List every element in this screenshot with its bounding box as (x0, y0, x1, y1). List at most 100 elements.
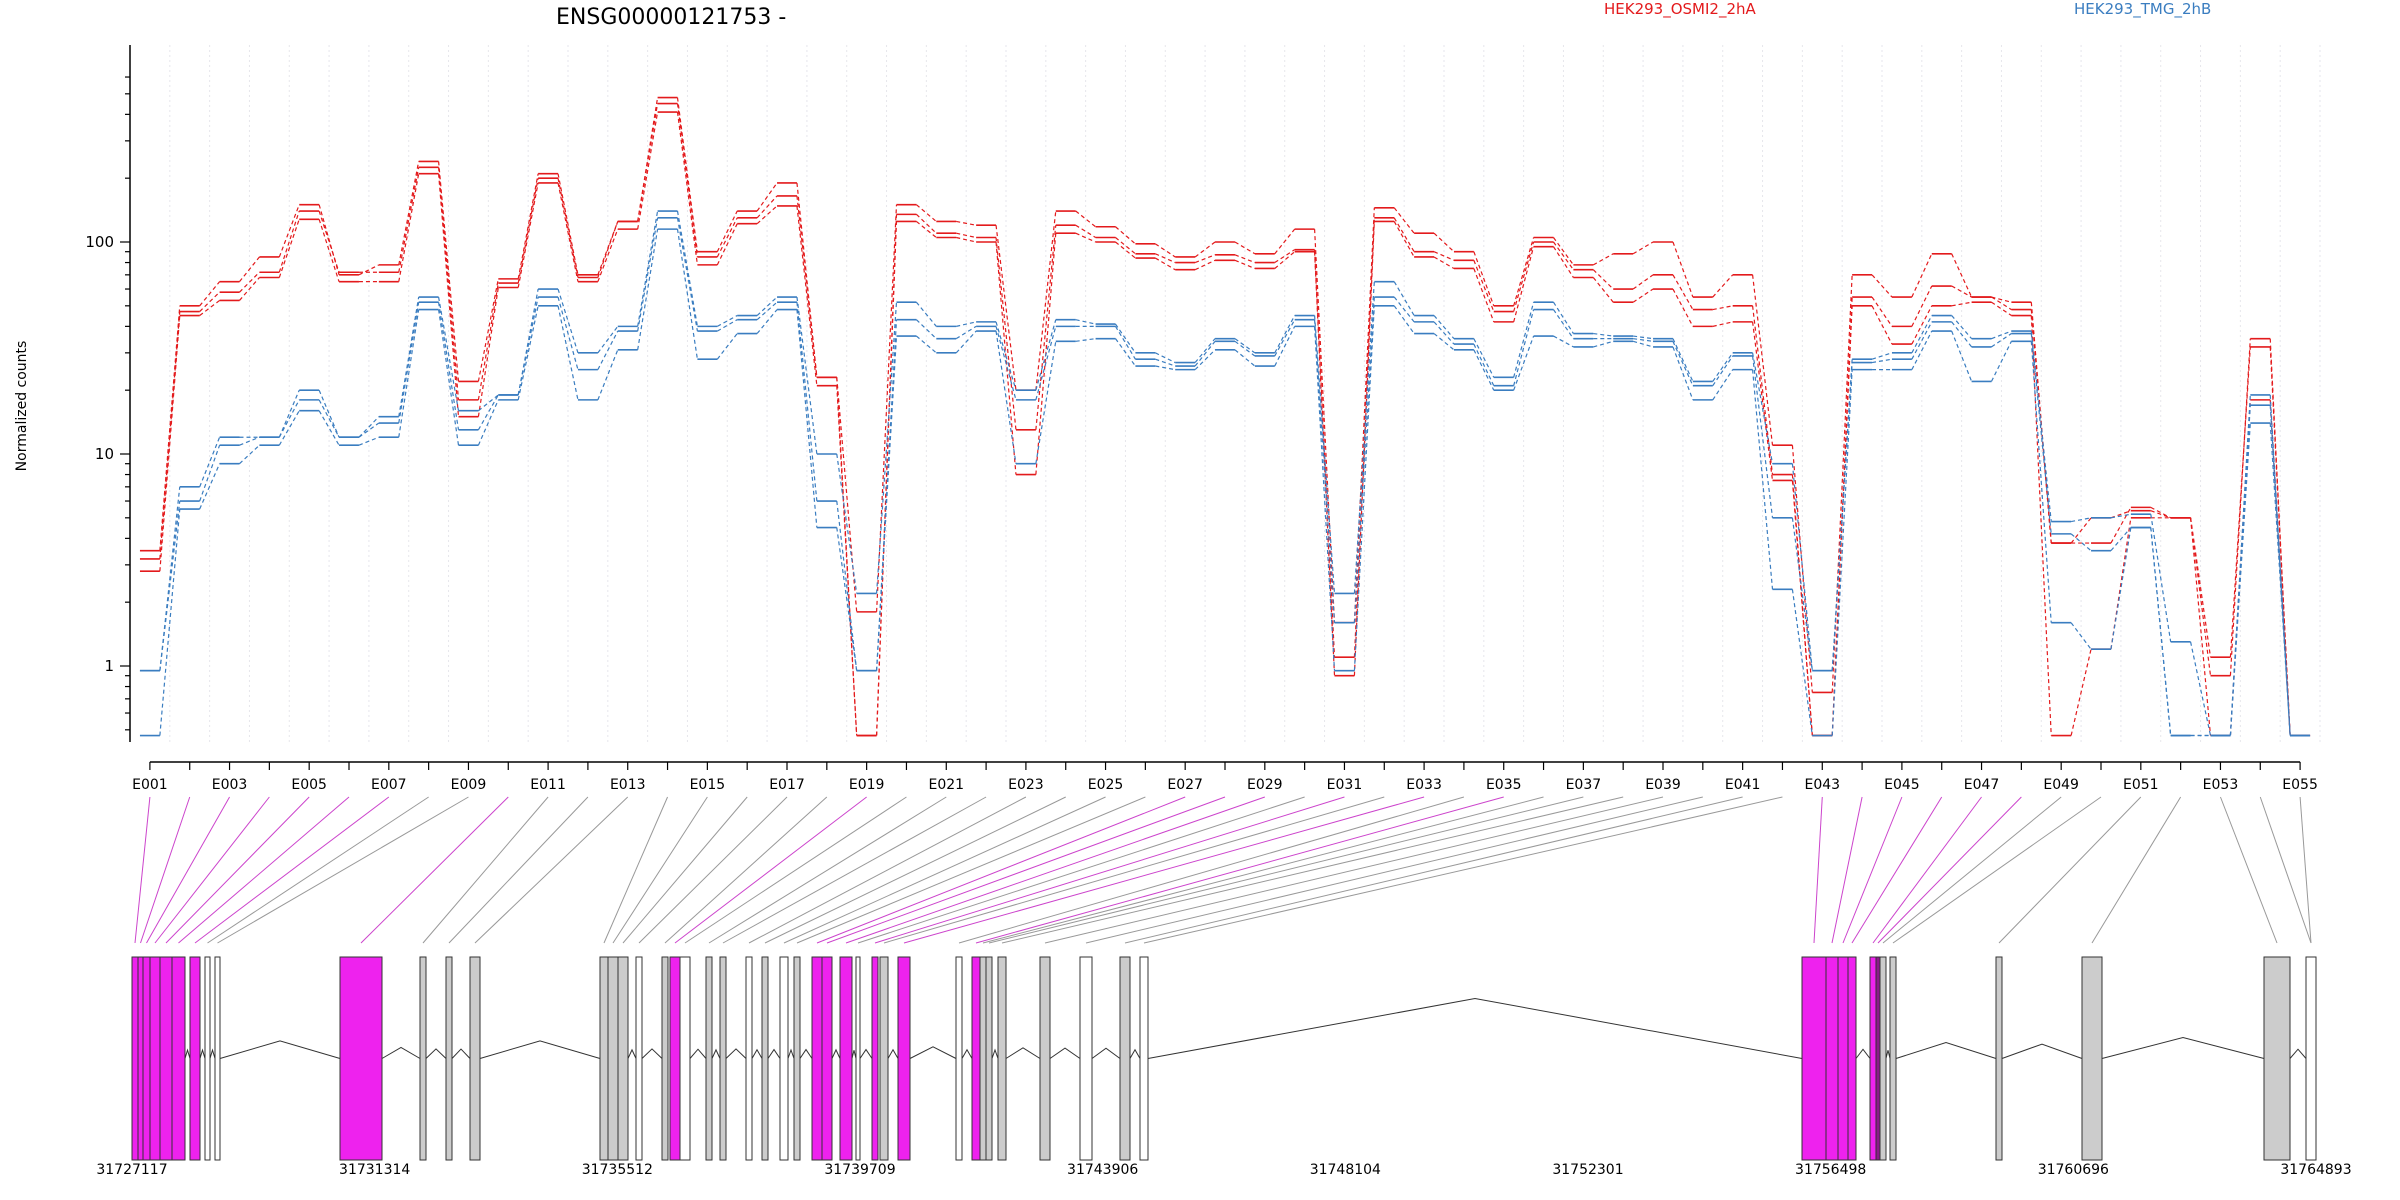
intron (1005, 1047, 1041, 1059)
exon-box (985, 956, 993, 1161)
series-connector (1513, 237, 1535, 306)
series-connector (2229, 405, 2251, 736)
exon-connector (140, 796, 191, 944)
exon-box (189, 956, 201, 1161)
exon-box (1879, 956, 1887, 1161)
exon-connector (1842, 796, 1903, 944)
series-connector (756, 296, 778, 316)
exon-box (1801, 956, 1827, 1161)
exon-tick-label: E047 (1964, 777, 2000, 793)
series-connector (1951, 285, 1972, 298)
exon-box (971, 956, 981, 1161)
exon-connector (708, 796, 947, 944)
exon-box (793, 956, 801, 1161)
exon-box (705, 956, 713, 1161)
genomic-tick-label: 31764893 (2280, 1162, 2351, 1178)
series-connector (1751, 305, 1774, 475)
exon-connector (1831, 796, 1863, 944)
series-connector (1672, 288, 1694, 327)
exon-box (761, 956, 769, 1161)
series-connector (597, 349, 619, 401)
series-connector (796, 205, 818, 386)
genomic-tick-label: 31748104 (1310, 1162, 1381, 1178)
series-connector (1871, 274, 1893, 298)
series-connector (1234, 349, 1256, 367)
exon-box (137, 956, 144, 1161)
series-connector (1871, 352, 1893, 360)
series-connector (1393, 207, 1415, 234)
series-connector (717, 314, 738, 327)
series-connector (477, 287, 499, 417)
exon-box (879, 956, 889, 1161)
series-connector (2071, 517, 2092, 523)
series-connector (278, 399, 300, 438)
series-connector (517, 296, 539, 396)
series-connector (955, 325, 977, 340)
exon-tick-label: E013 (610, 777, 646, 793)
exon-connector (422, 796, 549, 944)
exon-connector (1044, 796, 1664, 944)
exon-connector (796, 796, 1146, 944)
series-connector (1473, 260, 1495, 312)
series-connector (1951, 321, 1973, 348)
series-connector (836, 500, 858, 671)
exon-tick-label: E019 (849, 777, 885, 793)
series-connector (1313, 319, 1336, 623)
series-connector (1911, 315, 1933, 354)
series-connector (836, 527, 858, 671)
intron (2289, 1048, 2307, 1059)
exon-connector (360, 796, 509, 944)
series-connector (239, 444, 260, 465)
series-connector (1473, 349, 1495, 391)
exon-box (661, 956, 669, 1161)
intron (209, 1048, 216, 1059)
intron (479, 1040, 601, 1059)
series-connector (318, 210, 340, 273)
exon-box (171, 956, 186, 1161)
exon-tick-label: E051 (2123, 777, 2159, 793)
exon-box (669, 956, 681, 1161)
series-connector (916, 204, 937, 222)
series-lines (139, 96, 2311, 737)
exon-box (2263, 956, 2291, 1161)
exon-tick-label: E041 (1725, 777, 1761, 793)
series-connector (1633, 338, 1654, 342)
series-connector (557, 182, 579, 282)
series-connector (239, 271, 260, 293)
series-connector (2269, 394, 2291, 736)
series-connector (1274, 315, 1296, 354)
series-connector (1513, 335, 1535, 391)
series-connector (1990, 341, 2012, 382)
exon-connector (194, 796, 390, 944)
series-connector (278, 210, 300, 273)
series-connector (1353, 305, 1375, 671)
intron (641, 1048, 663, 1059)
series-connector (956, 220, 977, 226)
series-connector (1154, 243, 1176, 258)
series-connector (437, 161, 460, 382)
series-connector (637, 217, 659, 332)
series-connector (1433, 256, 1455, 270)
series-connector (1313, 326, 1336, 671)
series-connector (1473, 338, 1495, 378)
series-connector (1353, 281, 1375, 594)
intron (725, 1048, 747, 1059)
exon-connector (146, 796, 230, 944)
series-connector (597, 221, 619, 278)
series-connector (1433, 251, 1455, 261)
series-connector (1831, 369, 1853, 736)
series-connector (995, 330, 1017, 464)
exon-connector (684, 796, 907, 944)
intron (219, 1040, 341, 1059)
exon-connector (1085, 796, 1703, 944)
series-connector (1075, 210, 1096, 228)
exon-connector (826, 796, 1226, 944)
series-connector (1911, 330, 1933, 370)
exon-box (1875, 956, 1881, 1161)
series-connector (1075, 338, 1096, 342)
intron (767, 1048, 781, 1059)
series-connector (1751, 321, 1774, 481)
genomic-tick-label: 31760696 (2038, 1162, 2109, 1178)
series-connector (956, 236, 977, 243)
exon-tick-label: E037 (1566, 777, 1602, 793)
